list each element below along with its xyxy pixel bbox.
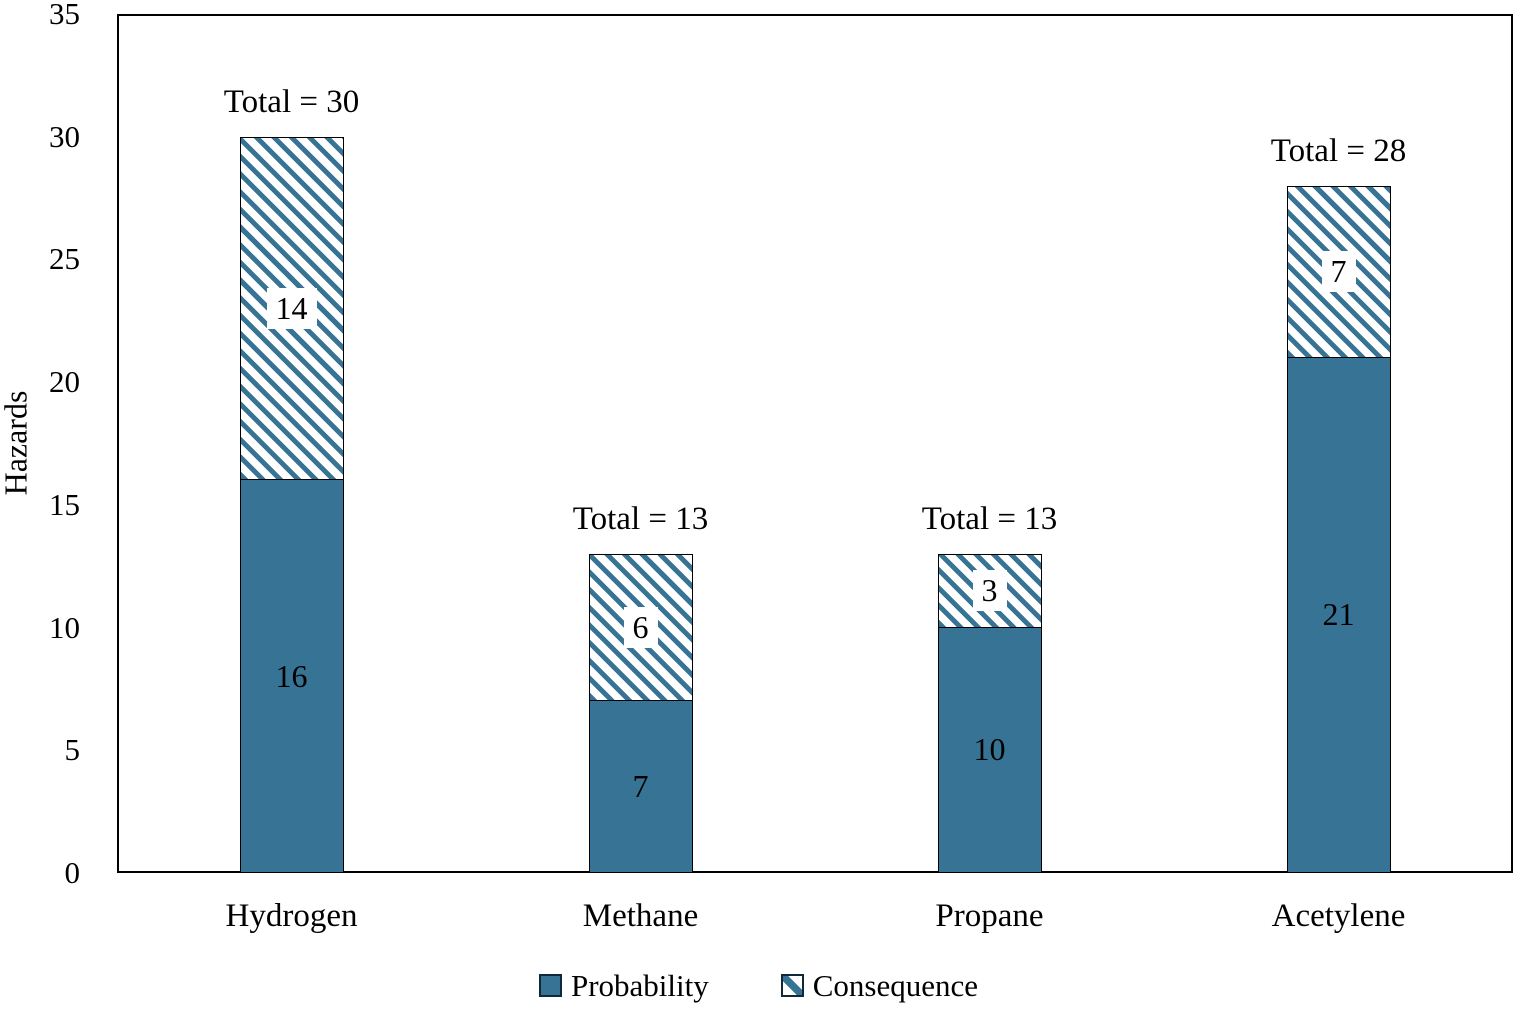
legend-swatch-hatched xyxy=(780,974,804,997)
total-label-acetylene: Total = 28 xyxy=(1270,132,1407,169)
segment-consequence-propane: 3 xyxy=(937,553,1042,628)
y-tick-label-10: 10 xyxy=(49,609,80,645)
x-tick-label-hydrogen: Hydrogen xyxy=(225,898,358,934)
total-label-methane: Total = 13 xyxy=(572,500,709,537)
plot-area xyxy=(117,14,1513,873)
segment-consequence-methane: 6 xyxy=(588,553,693,702)
y-tick-label-20: 20 xyxy=(49,364,80,400)
y-tick-label-35: 35 xyxy=(49,0,80,31)
y-tick-label-30: 30 xyxy=(49,118,80,154)
x-tick-label-propane: Propane xyxy=(935,898,1044,934)
y-tick-label-0: 0 xyxy=(64,854,81,890)
segment-value-label: 7 xyxy=(1321,251,1356,293)
segment-value-label: 7 xyxy=(632,768,649,804)
total-label-propane: Total = 13 xyxy=(921,500,1058,537)
x-tick-label-acetylene: Acetylene xyxy=(1271,898,1406,934)
segment-value-label: 3 xyxy=(972,570,1007,612)
y-tick-label-15: 15 xyxy=(49,486,80,522)
segment-value-label: 21 xyxy=(1322,596,1355,633)
bar-hydrogen: 14 16 xyxy=(239,136,344,873)
y-tick-label-5: 5 xyxy=(64,732,81,768)
legend-label: Probability xyxy=(570,968,709,1003)
legend-item-probability: Probability xyxy=(538,968,709,1003)
segment-consequence-acetylene: 7 xyxy=(1286,185,1391,358)
legend: Probability Consequence xyxy=(0,970,1517,1001)
segment-probability-acetylene: 21 xyxy=(1286,357,1391,873)
segment-value-label: 16 xyxy=(275,657,308,694)
segment-probability-hydrogen: 16 xyxy=(239,480,344,873)
y-tick-label-25: 25 xyxy=(49,241,80,277)
bar-acetylene: 7 21 xyxy=(1286,185,1391,873)
legend-label: Consequence xyxy=(812,968,979,1003)
segment-consequence-hydrogen: 14 xyxy=(239,136,344,481)
segment-probability-methane: 7 xyxy=(588,701,693,873)
legend-item-consequence: Consequence xyxy=(780,968,979,1003)
bar-propane: 3 10 xyxy=(937,553,1042,873)
x-tick-label-methane: Methane xyxy=(582,898,699,934)
segment-probability-propane: 10 xyxy=(937,627,1042,873)
total-label-hydrogen: Total = 30 xyxy=(223,83,360,120)
segment-value-label: 14 xyxy=(266,287,317,330)
y-axis-title: Hazards xyxy=(0,390,34,496)
segment-value-label: 10 xyxy=(973,731,1006,768)
legend-swatch-solid xyxy=(538,974,562,997)
segment-value-label: 6 xyxy=(623,606,658,649)
